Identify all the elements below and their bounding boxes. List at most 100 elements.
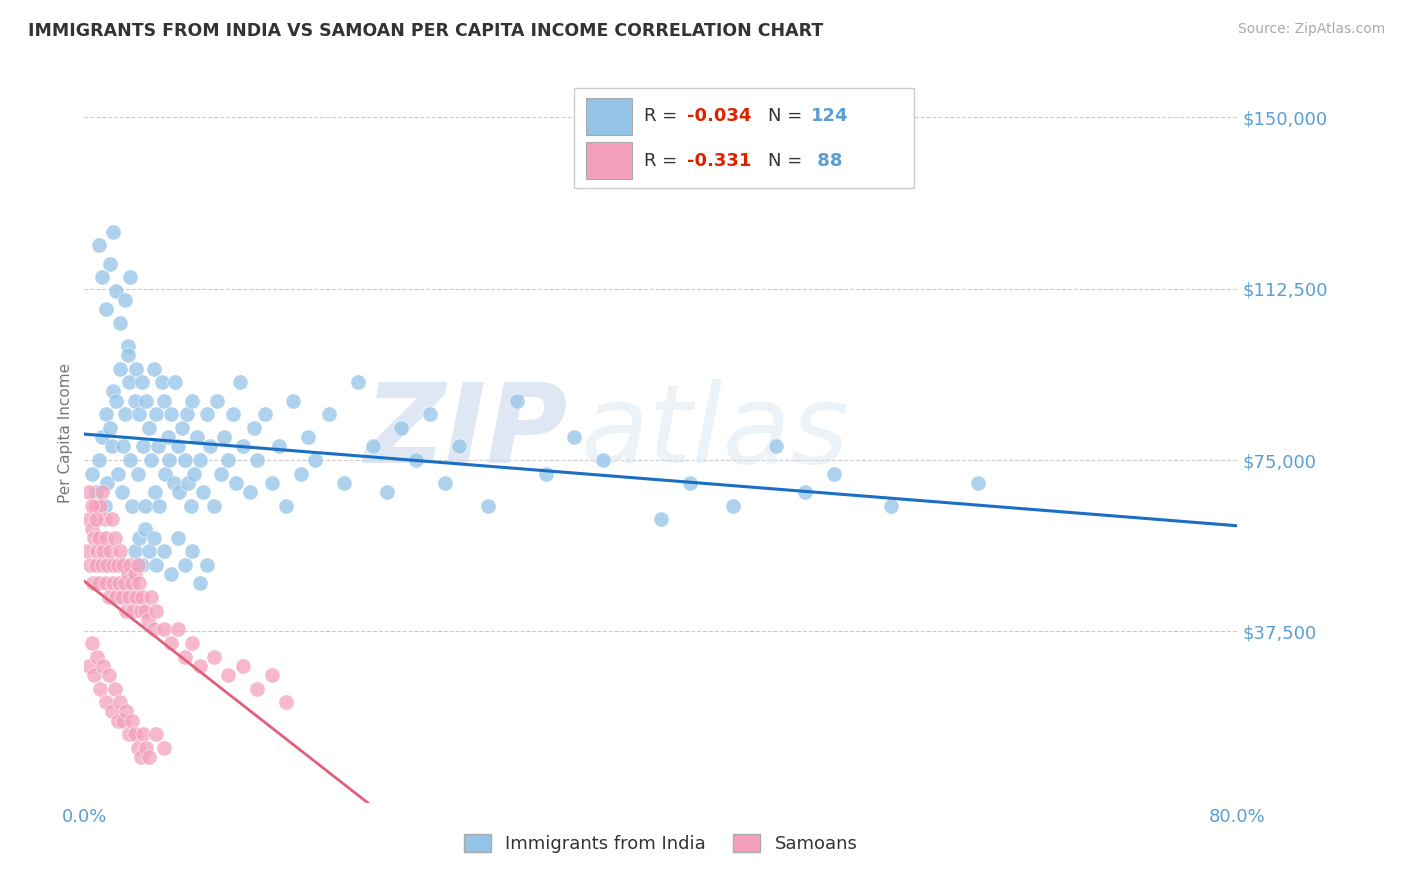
Point: [146, 439, 169, 453]
Point: [152, 393, 174, 408]
Point: [110, 695, 132, 709]
Point: [564, 430, 586, 444]
Point: [117, 339, 139, 353]
Point: [100, 512, 122, 526]
Text: atlas: atlas: [581, 379, 849, 486]
Point: [104, 681, 127, 696]
Point: [94, 408, 117, 422]
Point: [592, 453, 614, 467]
Point: [77, 658, 100, 673]
Point: [112, 439, 135, 453]
Point: [114, 576, 136, 591]
Point: [433, 475, 456, 490]
Point: [98, 544, 121, 558]
Point: [84, 485, 107, 500]
Point: [246, 453, 269, 467]
Point: [110, 361, 132, 376]
Point: [84, 512, 107, 526]
Point: [110, 544, 132, 558]
Point: [100, 705, 122, 719]
Point: [160, 567, 183, 582]
Point: [79, 558, 101, 573]
Point: [77, 485, 100, 500]
Point: [163, 475, 186, 490]
Point: [169, 485, 191, 500]
Point: [880, 499, 903, 513]
Point: [195, 408, 218, 422]
Point: [118, 727, 141, 741]
Point: [165, 376, 187, 390]
Text: Source: ZipAtlas.com: Source: ZipAtlas.com: [1237, 22, 1385, 37]
Point: [142, 622, 165, 636]
Text: N =: N =: [768, 108, 808, 126]
Text: -0.034: -0.034: [688, 108, 752, 126]
Point: [138, 421, 160, 435]
Point: [823, 467, 845, 481]
Point: [117, 567, 139, 582]
Point: [142, 361, 165, 376]
Point: [419, 408, 441, 422]
Point: [174, 649, 197, 664]
Point: [118, 376, 141, 390]
Point: [122, 604, 145, 618]
Point: [139, 453, 162, 467]
Point: [107, 467, 129, 481]
Point: [124, 544, 146, 558]
Point: [152, 741, 174, 756]
Point: [232, 439, 254, 453]
Point: [100, 439, 122, 453]
Point: [124, 727, 146, 741]
Point: [86, 544, 108, 558]
Point: [167, 622, 190, 636]
Point: [96, 558, 118, 573]
Point: [449, 439, 471, 453]
Point: [114, 408, 136, 422]
Point: [181, 636, 204, 650]
Point: [128, 408, 150, 422]
Point: [87, 453, 110, 467]
Point: [405, 453, 427, 467]
Point: [117, 348, 139, 362]
Point: [967, 475, 990, 490]
Point: [181, 393, 204, 408]
Point: [246, 681, 269, 696]
Point: [114, 293, 136, 307]
Point: [172, 421, 194, 435]
Point: [138, 544, 160, 558]
Point: [218, 453, 240, 467]
Point: [152, 544, 174, 558]
Point: [148, 499, 170, 513]
Point: [222, 408, 245, 422]
Point: [145, 558, 167, 573]
Point: [202, 499, 225, 513]
Point: [391, 421, 413, 435]
Point: [93, 512, 115, 526]
Point: [477, 499, 499, 513]
Point: [120, 558, 142, 573]
Point: [105, 393, 128, 408]
Point: [105, 590, 128, 604]
Point: [80, 636, 103, 650]
Text: 124: 124: [811, 108, 848, 126]
Point: [124, 393, 146, 408]
Point: [160, 636, 183, 650]
Point: [104, 531, 127, 545]
Point: [129, 750, 152, 764]
Point: [283, 393, 305, 408]
Point: [253, 408, 276, 422]
Point: [143, 485, 166, 500]
Point: [96, 475, 118, 490]
Point: [333, 475, 356, 490]
Point: [111, 590, 134, 604]
Point: [152, 622, 174, 636]
Point: [107, 558, 129, 573]
Point: [195, 558, 218, 573]
Point: [105, 284, 128, 298]
Point: [188, 658, 211, 673]
Point: [142, 531, 165, 545]
Point: [97, 590, 120, 604]
Point: [80, 499, 103, 513]
Point: [86, 649, 108, 664]
Point: [93, 499, 115, 513]
Point: [107, 714, 129, 728]
